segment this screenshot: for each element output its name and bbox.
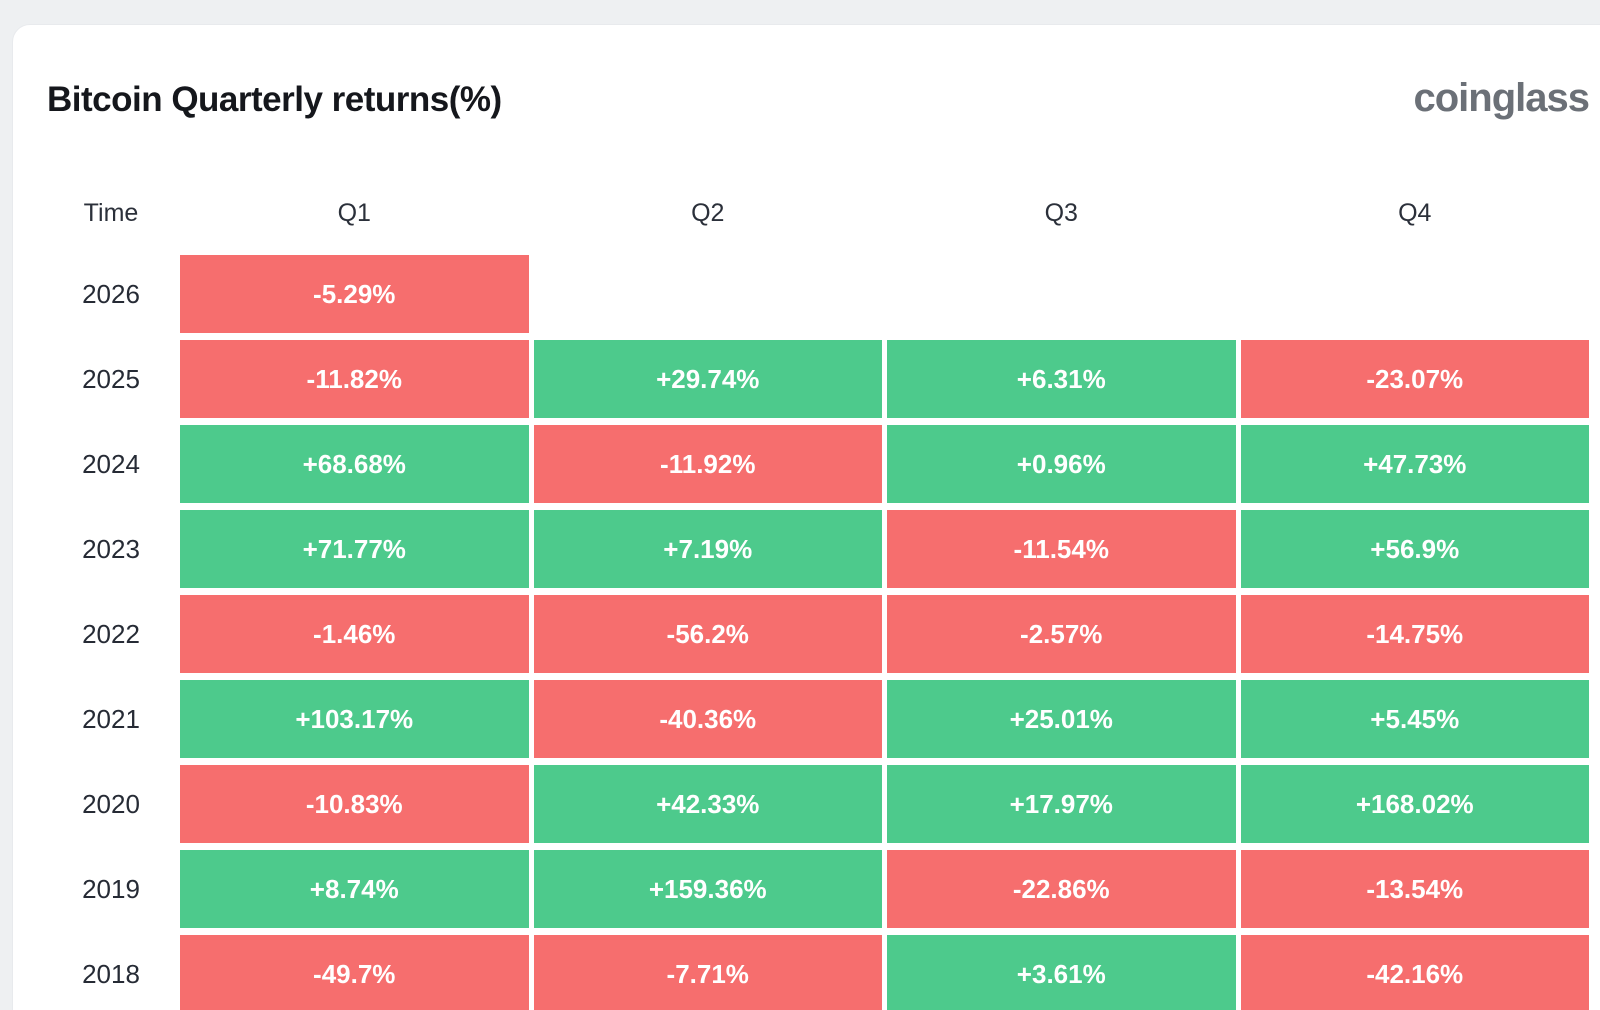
return-cell: -10.83%: [180, 765, 529, 843]
return-cell: +3.61%: [887, 935, 1236, 1010]
return-cell: -11.54%: [887, 510, 1236, 588]
table-header-row: Time Q1 Q2 Q3 Q4: [47, 172, 1589, 255]
return-cell: -14.75%: [1240, 595, 1589, 673]
return-cell: +17.97%: [887, 765, 1236, 843]
return-cell: +168.02%: [1240, 765, 1589, 843]
return-cell: -7.71%: [533, 935, 882, 1010]
empty-cell: [534, 255, 883, 333]
column-header-q2: Q2: [691, 199, 725, 227]
empty-cell: [887, 255, 1236, 333]
returns-table-body: 2026 -5.29% 2025 -11.82% +29.74% +6.31% -23.07…: [47, 255, 1589, 1010]
column-header-q3: Q3: [1044, 199, 1078, 227]
return-cell: +159.36%: [533, 850, 882, 928]
return-cell: -56.2%: [533, 595, 882, 673]
return-cell: -2.57%: [887, 595, 1236, 673]
column-header-q4: Q4: [1398, 199, 1432, 227]
return-cell: -49.7%: [180, 935, 529, 1010]
year-label: 2025: [82, 363, 140, 394]
return-cell: -42.16%: [1240, 935, 1589, 1010]
table-row: 2023 +71.77% +7.19% -11.54% +56.9%: [47, 510, 1589, 588]
table-row: 2019 +8.74% +159.36% -22.86% -13.54%: [47, 850, 1589, 928]
table-row: 2021 +103.17% -40.36% +25.01% +5.45%: [47, 680, 1589, 758]
return-cell: +5.45%: [1240, 680, 1589, 758]
year-label: 2023: [82, 533, 140, 564]
return-cell: +103.17%: [180, 680, 529, 758]
return-cell: -11.82%: [180, 340, 529, 418]
page-title: Bitcoin Quarterly returns(%): [47, 80, 502, 119]
table-row: 2026 -5.29%: [47, 255, 1589, 333]
return-cell: +68.68%: [180, 425, 529, 503]
return-cell: +7.19%: [533, 510, 882, 588]
return-cell: +56.9%: [1240, 510, 1589, 588]
returns-table: Time Q1 Q2 Q3 Q4 2026 -5.29% 2025 -11.82% +2…: [47, 172, 1589, 1010]
table-row: 2025 -11.82% +29.74% +6.31% -23.07%: [47, 340, 1589, 418]
column-header-time: Time: [83, 199, 139, 227]
year-label: 2019: [82, 873, 140, 904]
return-cell: -11.92%: [533, 425, 882, 503]
year-label: 2021: [82, 703, 140, 734]
return-cell: -23.07%: [1240, 340, 1589, 418]
coinglass-logo[interactable]: coinglass: [1413, 76, 1590, 120]
year-label: 2026: [82, 278, 140, 309]
column-header-q1: Q1: [337, 199, 371, 227]
return-cell: +25.01%: [887, 680, 1236, 758]
return-cell: +71.77%: [180, 510, 529, 588]
table-row: 2024 +68.68% -11.92% +0.96% +47.73%: [47, 425, 1589, 503]
return-cell: +6.31%: [887, 340, 1236, 418]
year-label: 2020: [82, 788, 140, 819]
table-row: 2020 -10.83% +42.33% +17.97% +168.02%: [47, 765, 1589, 843]
table-row: 2022 -1.46% -56.2% -2.57% -14.75%: [47, 595, 1589, 673]
year-label: 2024: [82, 448, 140, 479]
empty-cell: [1241, 255, 1590, 333]
return-cell: -1.46%: [180, 595, 529, 673]
return-cell: -5.29%: [180, 255, 529, 333]
return-cell: +42.33%: [533, 765, 882, 843]
year-label: 2022: [82, 618, 140, 649]
table-row: 2018 -49.7% -7.71% +3.61% -42.16%: [47, 935, 1589, 1010]
return-cell: +29.74%: [533, 340, 882, 418]
return-cell: -13.54%: [1240, 850, 1589, 928]
return-cell: +8.74%: [180, 850, 529, 928]
return-cell: +0.96%: [887, 425, 1236, 503]
year-label: 2018: [82, 958, 140, 989]
return-cell: +47.73%: [1240, 425, 1589, 503]
return-cell: -40.36%: [533, 680, 882, 758]
return-cell: -22.86%: [887, 850, 1236, 928]
